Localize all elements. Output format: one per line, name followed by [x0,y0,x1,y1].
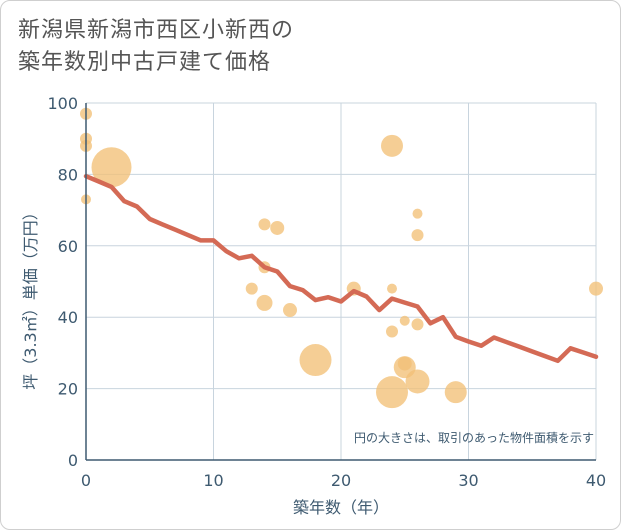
scatter-point [589,281,603,296]
y-tick-label: 40 [58,308,78,327]
scatter-point [256,294,273,311]
y-tick-labels: 0 20 40 60 80 100 [47,94,78,470]
scatter-point [299,344,332,377]
chart-title: 新潟県新潟市西区小新西の 築年数別中古戸建て価格 [18,15,294,79]
chart-title-line-2: 築年数別中古戸建て価格 [18,50,272,75]
scatter-point [411,229,424,242]
size-note: 円の大きさは、取引のあった物件面積を示す [354,430,594,445]
y-axis-label: 坪（3.3㎡）単価（万円） [21,204,40,389]
y-tick-label: 20 [58,380,78,399]
scatter-point [399,315,410,326]
scatter-point [444,381,467,404]
scatter-point [258,218,271,231]
trend-line-group [83,173,599,364]
y-tick-label: 80 [58,165,78,184]
x-tick-label: 20 [331,471,351,490]
scatter-point [405,369,430,394]
x-tick-label: 0 [81,471,91,490]
x-tick-label: 10 [203,471,223,490]
x-tick-labels: 0 10 20 30 40 [81,471,606,490]
grid-lines [85,102,597,461]
scatter-point [91,147,132,188]
scatter-point [411,318,424,331]
scatter-point [387,283,397,294]
scatter-point [386,325,398,338]
x-tick-label: 40 [586,471,606,490]
y-tick-label: 100 [47,94,78,113]
scatter-points [80,107,603,409]
chart-title-line-1: 新潟県新潟市西区小新西の [18,18,295,43]
scatter-point [270,220,285,235]
x-tick-label: 30 [458,471,478,490]
scatter-point [283,303,297,318]
scatter-point [245,282,258,295]
x-axis-label: 築年数（年） [293,498,389,517]
plot-frame [85,103,596,461]
trend-line [83,173,599,364]
scatter-point [376,376,408,409]
scatter-point [412,208,423,219]
scatter-point [381,134,403,157]
y-tick-label: 0 [68,451,78,470]
y-tick-label: 60 [58,237,78,256]
